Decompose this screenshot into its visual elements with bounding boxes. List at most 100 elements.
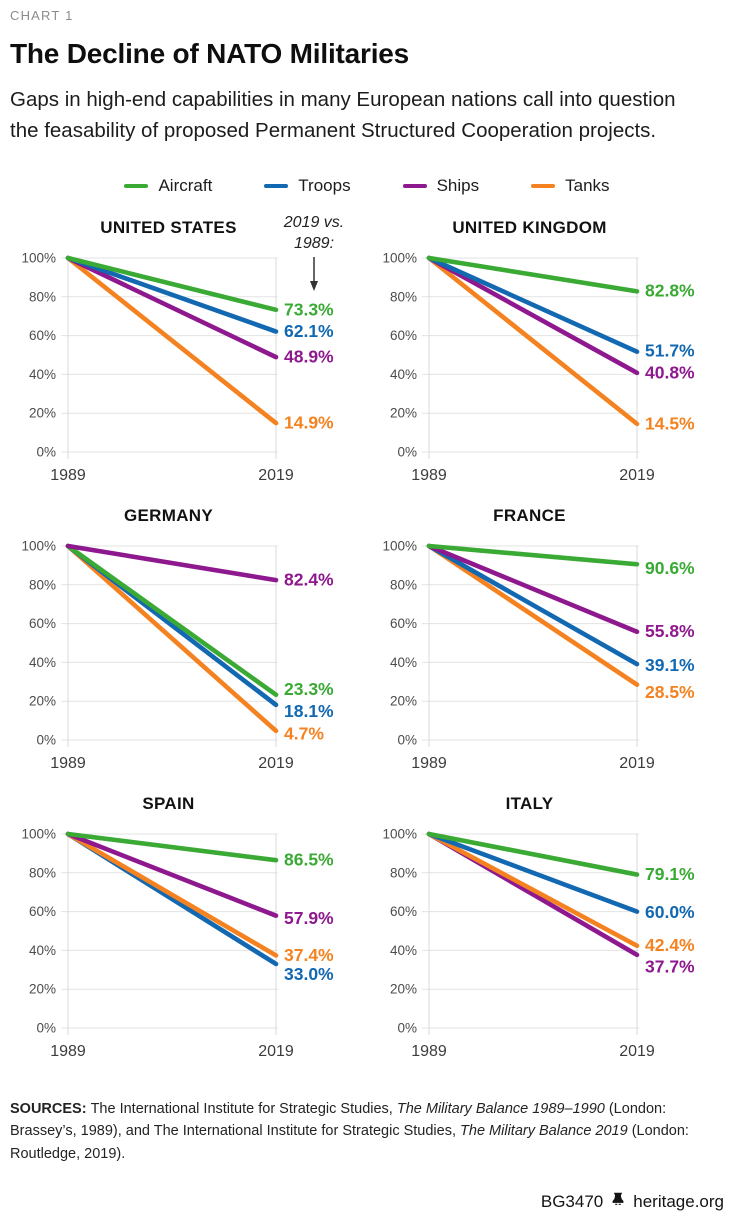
y-axis-tick-label: 60% (29, 328, 56, 343)
y-axis-tick-label: 0% (36, 732, 56, 747)
series-line-troops (426, 543, 640, 667)
chart-svg: 100% 80% 60% 40% 20% 0% 1989 2019 82.8% 51.7%40.8… (382, 250, 695, 484)
value-label-troops: 51.7% (645, 340, 695, 360)
value-label-ships: 48.9% (284, 346, 334, 366)
y-axis-tick-label: 60% (390, 328, 417, 343)
value-label-troops: 18.1% (284, 701, 334, 721)
sources-text: The International Institute for Strategi… (90, 1100, 397, 1117)
legend-swatch-troops (264, 183, 289, 189)
y-axis-tick-label: 80% (390, 865, 417, 880)
x-axis-tick-label: 2019 (258, 467, 294, 484)
value-label-troops: 33.0% (284, 964, 334, 984)
x-axis-tick-label: 1989 (411, 467, 447, 484)
value-label-tanks: 4.7% (284, 723, 324, 743)
annotation-line: 1989: (293, 234, 335, 252)
y-axis-tick-label: 80% (390, 577, 417, 592)
series-line-aircraft (65, 255, 279, 312)
y-axis-tick-label: 40% (29, 943, 56, 958)
y-axis-tick-label: 0% (36, 444, 56, 459)
source-title: The Military Balance 2019 (460, 1123, 628, 1140)
value-label-ships: 55.8% (645, 621, 695, 641)
value-label-tanks: 37.4% (284, 945, 334, 965)
series-line-aircraft (426, 255, 640, 294)
y-axis-tick-label: 40% (390, 655, 417, 670)
country-chart-cell: ITALY 100% 80% 60% 40% 20% 0% 1989 2019 79.1% 60.… (371, 794, 728, 1064)
value-label-troops: 62.1% (284, 321, 334, 341)
legend-item-aircraft: Aircraft (124, 176, 212, 196)
x-axis-tick-label: 1989 (50, 1043, 86, 1060)
sources-label: SOURCES: (10, 1100, 91, 1117)
y-axis-tick-label: 80% (29, 577, 56, 592)
y-axis-tick-label: 100% (382, 250, 417, 265)
series-line-tanks (65, 255, 279, 426)
value-label-aircraft: 23.3% (284, 679, 334, 699)
legend-label: Tanks (565, 175, 610, 195)
chart-title: UNITED STATES (100, 217, 237, 237)
y-axis-tick-label: 0% (397, 444, 417, 459)
legend-label: Troops (298, 175, 351, 195)
country-chart-cell: UNITED STATES 100% 80% 60% 40% 20% 0% 1989 2019… (10, 214, 367, 488)
series-line-aircraft (65, 831, 279, 863)
series-line-tanks (426, 543, 640, 687)
series-line-ships (65, 543, 279, 583)
chart-legend: Aircraft Troops Ships Tanks (10, 176, 724, 196)
y-axis-tick-label: 20% (390, 981, 417, 996)
value-label-troops: 60.0% (645, 902, 695, 922)
y-axis-tick-label: 40% (29, 367, 56, 382)
series-line-tanks (426, 831, 640, 948)
source-title: The Military Balance 1989–1990 (396, 1100, 605, 1117)
y-axis-tick-label: 100% (21, 826, 56, 841)
chart-title: ITALY (505, 793, 554, 813)
annotation-line: 2019 vs. (283, 213, 345, 231)
y-axis-tick-label: 20% (29, 405, 56, 420)
subtitle-line-1: Gaps in high-end capabilities in many Eu… (10, 87, 676, 111)
value-label-troops: 39.1% (645, 655, 695, 675)
legend-item-ships: Ships (402, 175, 480, 196)
y-axis-tick-label: 100% (382, 826, 417, 841)
y-axis-tick-label: 100% (21, 250, 56, 265)
value-label-aircraft: 79.1% (645, 864, 695, 884)
series-line-tanks (65, 831, 279, 958)
chart-kicker: CHART 1 (10, 8, 74, 23)
x-axis-tick-label: 2019 (619, 1043, 655, 1060)
y-axis-tick-label: 80% (29, 289, 56, 304)
chart-subtitle: Gaps in high-end capabilities in many Eu… (10, 84, 724, 146)
country-chart-cell: UNITED KINGDOM 100% 80% 60% 40% 20% 0% 1989 201… (371, 218, 728, 488)
value-label-aircraft: 86.5% (284, 849, 334, 869)
x-axis-tick-label: 1989 (50, 467, 86, 484)
value-label-tanks: 14.9% (284, 412, 334, 432)
legend-item-troops: Troops (264, 175, 351, 196)
down-arrow-icon (310, 256, 318, 291)
x-axis-tick-label: 2019 (619, 467, 655, 484)
liberty-bell-icon (610, 1191, 626, 1212)
y-axis-tick-label: 0% (397, 1020, 417, 1035)
sources-text: (London: Routledge, 2019). (10, 1123, 689, 1162)
page-title: The Decline of NATO Militaries (10, 38, 410, 69)
y-axis-tick-label: 60% (390, 616, 417, 631)
y-axis-tick-label: 0% (397, 732, 417, 747)
y-axis-tick-label: 20% (29, 693, 56, 708)
legend-label: Aircraft (158, 175, 213, 195)
y-axis-tick-label: 60% (390, 904, 417, 919)
x-axis-tick-label: 1989 (50, 755, 86, 772)
x-axis-tick-label: 1989 (411, 755, 447, 772)
y-axis-tick-label: 60% (29, 616, 56, 631)
legend-label: Ships (436, 175, 480, 195)
country-chart-cell: FRANCE 100% 80% 60% 40% 20% 0% 1989 2019 90.6% 39… (371, 506, 728, 776)
series-line-troops (426, 831, 640, 914)
chart-svg: 100% 80% 60% 40% 20% 0% 1989 2019 23.3%18.1% 82.4… (21, 538, 334, 772)
y-axis-tick-label: 40% (390, 367, 417, 382)
country-chart-cell: SPAIN 100% 80% 60% 40% 20% 0% 1989 2019 86.5% 33.… (10, 794, 367, 1064)
y-axis-tick-label: 60% (29, 904, 56, 919)
legend-swatch-aircraft (124, 183, 149, 189)
chart-svg: 100% 80% 60% 40% 20% 0% 1989 2019 79.1% 60.0% 37.7… (382, 826, 695, 1060)
legend-swatch-ships (402, 183, 427, 189)
document-id: BG3470 (540, 1191, 604, 1211)
y-axis-tick-label: 80% (29, 865, 56, 880)
series-line-tanks (426, 255, 640, 426)
series-line-ships (426, 255, 640, 375)
series-line-aircraft (426, 831, 640, 877)
chart-title: GERMANY (124, 505, 213, 525)
footer: BG3470 heritage.org (10, 1191, 724, 1212)
x-axis-tick-label: 2019 (258, 755, 294, 772)
